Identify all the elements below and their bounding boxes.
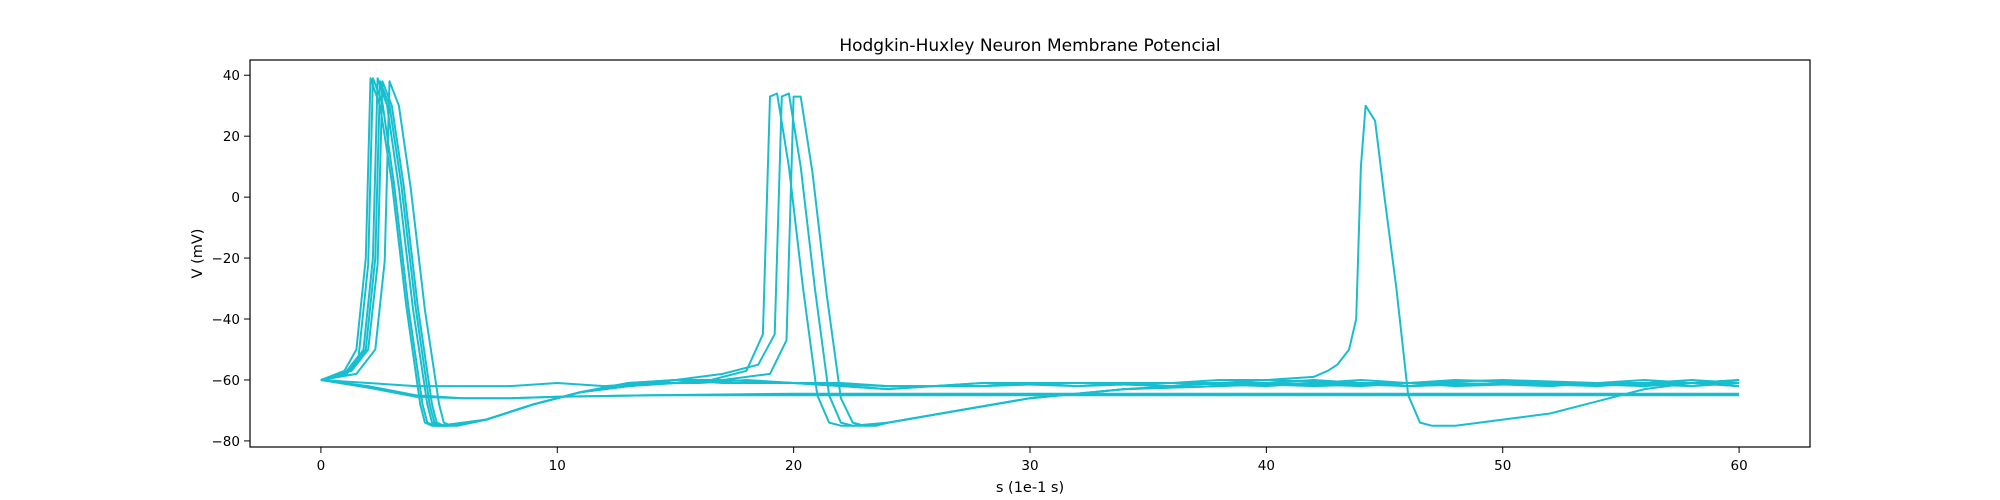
series-line-9 xyxy=(320,379,1740,400)
x-tick-label: 20 xyxy=(785,458,802,474)
y-tick-label: 40 xyxy=(223,68,240,84)
series-line-2 xyxy=(320,77,1740,427)
y-tick-label: −20 xyxy=(212,251,241,267)
y-tick-label: −80 xyxy=(212,434,241,450)
x-tick-label: 60 xyxy=(1730,458,1747,474)
x-tick-label: 30 xyxy=(1021,458,1038,474)
series-line-3 xyxy=(320,77,1740,427)
y-tick-label: 20 xyxy=(223,129,240,145)
series-line-7 xyxy=(320,104,1740,427)
series-lines xyxy=(320,77,1740,427)
x-tick-label: 40 xyxy=(1258,458,1275,474)
y-tick-label: 0 xyxy=(231,190,240,206)
series-line-1 xyxy=(320,77,1740,427)
y-tick-label: −40 xyxy=(212,312,241,328)
x-tick-label: 0 xyxy=(317,458,326,474)
y-axis-ticks: −80 −60 −40 −20 0 20 40 xyxy=(212,68,250,450)
chart-title: Hodgkin-Huxley Neuron Membrane Potencial xyxy=(839,36,1220,56)
plot-frame xyxy=(249,59,1811,448)
x-tick-label: 10 xyxy=(549,458,566,474)
y-axis-label: V (mV) xyxy=(190,229,206,279)
series-line-6 xyxy=(320,80,1740,427)
y-tick-label: −60 xyxy=(212,373,241,389)
x-tick-label: 50 xyxy=(1494,458,1511,474)
series-line-4 xyxy=(320,80,1740,427)
series-line-5 xyxy=(320,80,1740,427)
x-axis-ticks: 0 10 20 30 40 50 60 xyxy=(317,447,1748,474)
x-axis-label: s (1e-1 s) xyxy=(996,480,1064,496)
